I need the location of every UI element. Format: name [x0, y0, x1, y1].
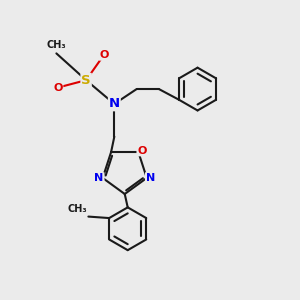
Text: CH₃: CH₃	[46, 40, 66, 50]
Text: O: O	[137, 146, 147, 156]
Text: S: S	[81, 74, 91, 87]
Text: N: N	[94, 173, 104, 183]
Text: N: N	[146, 173, 155, 183]
Text: O: O	[99, 50, 109, 60]
Text: CH₃: CH₃	[67, 204, 87, 214]
Text: O: O	[53, 82, 62, 93]
Text: N: N	[109, 98, 120, 110]
